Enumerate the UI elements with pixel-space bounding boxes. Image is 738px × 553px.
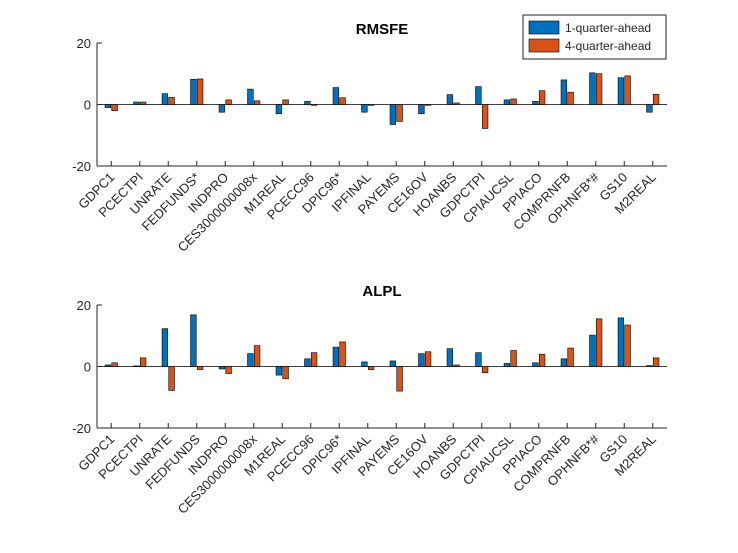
bar-series1-PCECTPI [133,365,140,367]
bar-series1-CES3000000008x [247,88,254,105]
bar-series1-CPIAUCSL [503,99,511,105]
bar-series1-HOANBS [446,94,454,105]
bar-series1-M1REAL [275,104,283,115]
bar-series2-GDPCTPI [481,104,489,129]
bar-series2-COMPRNFB [567,347,574,367]
bar-series1-PPIACO [532,101,539,105]
bar-series1-GS10 [617,77,625,105]
bar-series1-GDPC1 [104,364,112,367]
bar-series2-GS10 [624,75,631,105]
y-tick-label: -20 [72,421,91,436]
bar-series1-PCECTPI [133,101,140,105]
bar-series1-GDPC1 [104,104,112,108]
y-tick-label: -20 [72,159,91,174]
bar-series2-OPHNFB*# [595,73,603,105]
bar-series2-INDPRO [225,366,232,374]
bar-series1-UNRATE [161,93,169,105]
y-tick-label: 20 [77,36,91,51]
bar-series1-PAYEMS [389,104,397,125]
bar-series2-GS10 [624,324,631,367]
bar-series2-PAYEMS [396,104,403,122]
bar-series2-CES3000000008x [253,345,261,367]
bar-series1-HOANBS [446,348,454,367]
bar-series2-OPHNFB*# [595,318,603,367]
legend-swatch-2 [528,38,560,53]
bar-series2-CE16OV [424,351,432,367]
bar-series2-PPIACO [538,90,546,105]
bar-series1-M2REAL [646,104,653,113]
bar-series2-M2REAL [652,357,660,367]
bar-series2-CPIAUCSL [510,350,517,367]
bar-series2-UNRATE [168,97,175,105]
bar-series2-PCECTPI [139,357,147,367]
bar-series2-HOANBS [453,364,460,367]
bar-series1-UNRATE [161,328,169,367]
bar-series1-IPFINAL [361,104,368,113]
bar-series2-DPIC96* [339,341,346,367]
bar-series2-FEDFUNDS* [196,78,204,105]
bar-series1-GS10 [617,317,625,367]
bar-series1-INDPRO [218,104,226,113]
bar-series1-INDPRO [218,366,226,370]
legend: 1-quarter-ahead 4-quarter-ahead [522,14,667,60]
bar-series1-OPHNFB*# [589,72,596,105]
bar-series1-PPIACO [532,362,539,367]
bar-series2-COMPRNFB [567,91,574,105]
alpl-panel: -20020ALPLGDPC1PCECTPIUNRATEFEDFUNDSINDP… [72,283,667,517]
bar-series1-FEDFUNDS* [190,78,197,105]
legend-swatch-1 [528,20,560,35]
bar-series1-CES3000000008x [247,353,254,367]
bar-series2-HOANBS [453,102,460,105]
bar-series1-CPIAUCSL [503,363,511,367]
bar-series1-PAYEMS [389,360,397,367]
y-tick-label: 0 [84,98,91,113]
legend-label-1: 1-quarter-ahead [565,21,651,35]
bar-series1-CE16OV [418,353,425,367]
bar-series2-M1REAL [282,366,289,380]
bar-series2-GDPC1 [111,362,118,367]
bar-series1-PCECC96 [304,358,311,367]
chart-title: ALPL [362,283,401,300]
bar-series2-DPIC96* [339,97,346,105]
bar-series2-PCECC96 [310,352,318,367]
bar-series2-FEDFUNDS [196,366,204,370]
bar-series2-IPFINAL [367,104,375,106]
bar-series1-IPFINAL [361,361,368,367]
chart-title: RMSFE [356,21,409,38]
bar-series2-UNRATE [168,366,175,391]
bar-series1-CE16OV [418,104,425,115]
y-tick-label: 0 [84,360,91,375]
bar-series2-GDPCTPI [481,366,489,373]
bar-series2-CE16OV [424,104,432,106]
bar-series2-PAYEMS [396,366,403,392]
bar-series1-DPIC96* [332,87,340,105]
bar-series1-M2REAL [646,365,653,367]
bar-series1-GDPCTPI [475,352,482,367]
bar-series1-GDPCTPI [475,86,482,105]
bar-series1-PCECC96 [304,101,311,105]
bar-series1-DPIC96* [332,346,340,367]
bar-series2-M1REAL [282,99,289,105]
bar-series2-PPIACO [538,353,546,367]
bar-series1-OPHNFB*# [589,334,596,367]
bar-series1-M1REAL [275,366,283,376]
bar-series1-FEDFUNDS [190,314,197,367]
bar-series2-CPIAUCSL [510,98,517,105]
bar-series2-PCECC96 [310,104,318,106]
bar-series2-GDPC1 [111,104,118,111]
bar-series2-M2REAL [652,94,660,105]
legend-label-2: 4-quarter-ahead [565,39,651,53]
bar-series2-IPFINAL [367,366,375,370]
bar-series2-CES3000000008x [253,100,261,105]
bar-series1-COMPRNFB [560,79,568,105]
y-tick-label: 20 [77,298,91,313]
bar-series2-INDPRO [225,99,232,105]
bar-series1-COMPRNFB [560,358,568,367]
bar-series2-PCECTPI [139,101,147,105]
